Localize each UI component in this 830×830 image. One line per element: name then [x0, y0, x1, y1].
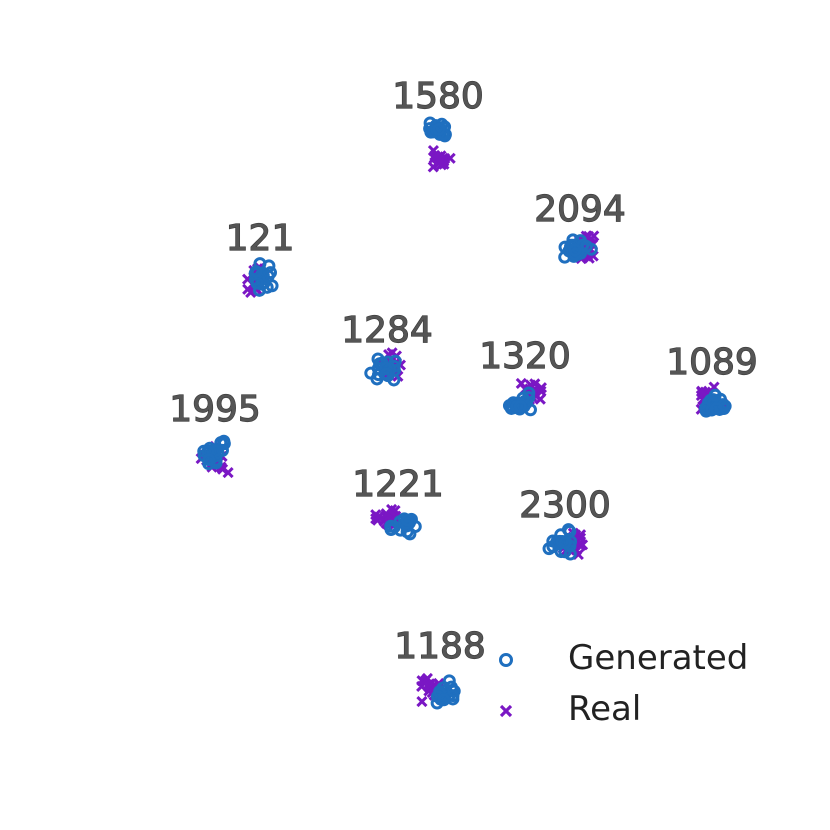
legend-real-label: Real [568, 689, 641, 729]
cluster-label-121: 121 [226, 218, 295, 259]
generated-point [561, 523, 575, 537]
real-point [423, 681, 435, 693]
cluster-2094 [558, 230, 600, 265]
generated-point [384, 523, 398, 537]
generated-point [202, 453, 216, 467]
cluster-1580 [423, 116, 456, 173]
cluster-label-2094: 2094 [534, 189, 626, 230]
real-point [372, 511, 385, 523]
generated-point [432, 122, 446, 136]
generated-point [215, 443, 229, 457]
generated-point [400, 513, 414, 527]
legend-generated-marker [499, 653, 513, 667]
generated-point [437, 693, 451, 707]
generated-point [387, 373, 401, 387]
cluster-2300 [542, 523, 589, 561]
generated-point [709, 401, 723, 415]
generated-point [513, 400, 527, 414]
cluster-label-1221: 1221 [352, 464, 444, 505]
generated-point [558, 536, 572, 550]
generated-point [364, 366, 378, 380]
legend-entry-real: Real [499, 689, 641, 729]
generated-point [249, 265, 263, 279]
real-point [535, 382, 548, 394]
generated-point [400, 519, 414, 533]
cluster-label-1320: 1320 [479, 336, 571, 377]
real-point [433, 153, 445, 165]
legend: Generated Real [499, 638, 748, 729]
generated-point [379, 361, 393, 375]
generated-point [371, 368, 385, 382]
generated-point [265, 279, 279, 293]
cluster-label-1284: 1284 [341, 310, 433, 351]
generated-point [579, 239, 593, 253]
generated-point [217, 437, 231, 451]
cluster-1221 [370, 503, 422, 541]
points-layer [195, 116, 732, 710]
legend-entry-generated: Generated [499, 638, 748, 678]
cluster-labels-layer: 1580 2094 121 1284 1320 1089 1995 1221 2300 1188 [169, 75, 759, 667]
generated-point [262, 259, 276, 273]
cluster-label-1580: 1580 [392, 76, 484, 117]
generated-point [379, 367, 393, 381]
cluster-label-1089: 1089 [666, 342, 758, 383]
cluster-label-1188: 1188 [394, 626, 486, 667]
generated-point [201, 445, 215, 459]
legend-real-marker [499, 704, 513, 718]
generated-point [708, 388, 722, 402]
cluster-label-1995: 1995 [169, 389, 261, 430]
legend-generated-label: Generated [568, 638, 748, 678]
real-point [427, 161, 439, 173]
real-point [420, 674, 432, 687]
cluster-1320 [502, 377, 548, 417]
generated-point [563, 547, 577, 561]
cluster-1284 [364, 347, 407, 387]
generated-point [208, 444, 222, 458]
cluster-121 [241, 257, 279, 298]
generated-point [542, 542, 556, 556]
cluster-1995 [195, 434, 234, 479]
generated-point [568, 243, 582, 257]
cluster-1089 [695, 381, 732, 418]
cluster-label-2300: 2300 [519, 485, 611, 526]
real-point [416, 695, 428, 708]
cluster-1188 [416, 672, 461, 710]
real-point [576, 539, 589, 551]
real-point [534, 393, 546, 405]
